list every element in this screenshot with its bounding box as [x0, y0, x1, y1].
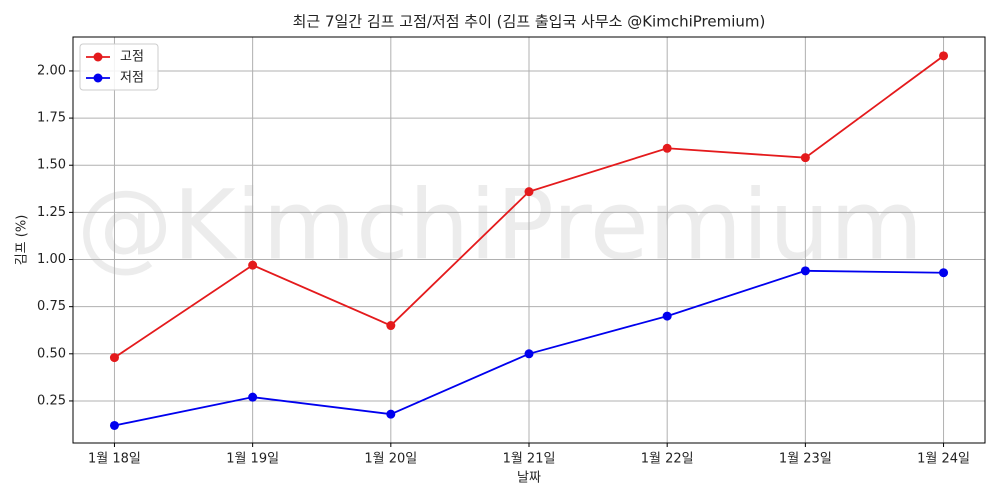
data-point: [109, 420, 119, 430]
x-tick-label: 1월 22일: [641, 452, 694, 467]
watermark: @KimchiPremium: [77, 169, 924, 281]
data-point: [248, 260, 258, 270]
data-point: [939, 51, 949, 61]
data-point: [386, 409, 396, 419]
data-point: [939, 268, 949, 278]
legend-label: 고점: [120, 50, 144, 65]
x-tick-label: 1월 18일: [88, 452, 141, 467]
y-tick-label: 1.50: [37, 158, 66, 173]
legend-marker: [93, 73, 103, 83]
y-axis-label: 김프 (%): [15, 215, 30, 266]
y-tick-label: 0.50: [37, 346, 66, 361]
x-tick-label: 1월 20일: [364, 452, 417, 467]
y-tick-label: 0.75: [37, 299, 66, 314]
x-tick-label: 1월 19일: [226, 452, 279, 467]
y-tick-label: 0.25: [37, 393, 66, 408]
legend-label: 저점: [120, 71, 144, 86]
data-point: [109, 353, 119, 363]
y-tick-label: 1.25: [37, 205, 66, 220]
data-point: [248, 392, 258, 402]
x-tick-label: 1월 23일: [779, 452, 832, 467]
chart-title: 최근 7일간 김프 고점/저점 추이 (김프 출입국 사무소 @KimchiPr…: [293, 13, 766, 31]
legend-marker: [93, 52, 103, 62]
x-axis-label: 날짜: [517, 471, 541, 486]
data-point: [662, 311, 672, 321]
y-tick-label: 1.75: [37, 111, 66, 126]
data-point: [662, 143, 672, 153]
data-point: [524, 187, 534, 197]
plot-frame: [72, 36, 986, 444]
x-tick-label: 1월 21일: [503, 452, 556, 467]
data-point: [800, 266, 810, 276]
data-point: [524, 349, 534, 359]
data-point: [386, 321, 396, 331]
y-tick-label: 2.00: [37, 63, 66, 78]
data-point: [800, 153, 810, 163]
y-tick-label: 1.00: [37, 252, 66, 267]
legend-box: [79, 43, 159, 91]
x-tick-label: 1월 24일: [917, 452, 970, 467]
